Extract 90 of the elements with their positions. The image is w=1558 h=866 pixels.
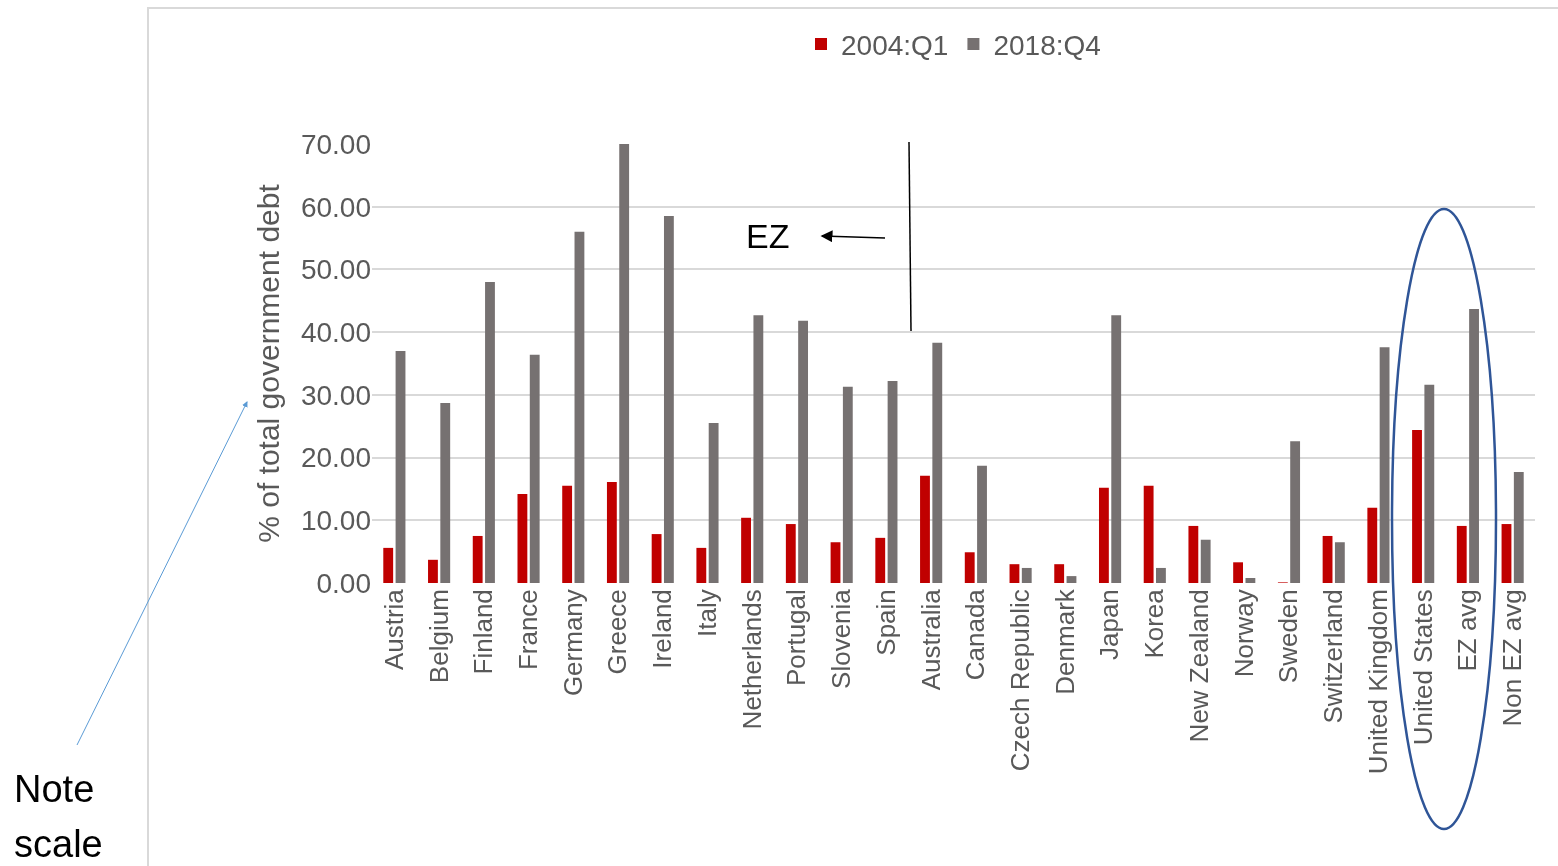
legend-label: 2004:Q1 [841,29,949,61]
x-tick-label: Ireland [647,589,678,669]
bar [472,535,483,583]
bar [428,559,438,583]
x-tick-label: Finland [468,589,499,675]
x-tick-label: New Zealand [1183,589,1214,743]
bar [830,542,841,583]
y-tick-label: 20.00 [300,442,371,474]
bar [1098,487,1109,583]
bar [1021,567,1032,583]
bar [651,534,662,583]
y-tick-label: 10.00 [300,505,371,537]
x-tick-label: United Kingdom [1362,589,1393,775]
x-tick-label: Czech Republic [1005,589,1036,772]
x-tick-label: Germany [557,589,588,697]
x-tick-label: Australia [915,588,946,691]
bar [932,342,943,583]
bar [1111,315,1122,583]
bar [1156,567,1166,583]
x-tick-label: Canada [960,588,991,681]
bar [753,315,764,583]
legend-label: 2018:Q4 [993,29,1101,61]
bar [785,524,796,583]
bar [887,381,898,583]
bar [1379,347,1390,583]
bar [1469,308,1479,583]
y-tick-label: 0.00 [316,567,371,599]
bar [383,547,394,583]
bar [663,216,674,583]
bar [562,485,573,583]
annotation: EZ [746,216,791,257]
bar [1054,564,1065,583]
bar [875,537,886,583]
y-tick-label: 70.00 [300,128,371,160]
bar [1143,485,1154,583]
bar [1009,564,1020,583]
bar [1233,562,1244,583]
x-tick-label: EZ avg [1452,589,1483,672]
bar [964,552,975,583]
bar [920,475,930,583]
bar [574,231,585,583]
x-tick-label: Non EZ avg [1497,589,1528,727]
bar [798,320,809,583]
x-tick-label: Austria [378,588,409,671]
bar [606,482,617,583]
x-tick-label: Korea [1139,588,1170,659]
x-tick-label: Denmark [1049,588,1080,695]
bar [1513,472,1524,583]
bar [708,423,719,583]
x-tick-label: Japan [1094,589,1125,661]
y-tick-label: 60.00 [300,191,371,223]
bar [741,517,751,583]
bar [517,493,528,583]
y-tick-label: 40.00 [300,316,371,348]
bar [485,281,495,583]
x-tick-label: Spain [870,589,901,656]
text: Note scale [14,767,104,866]
bar [977,465,987,583]
x-tick-label: Belgium [423,589,454,684]
bar [1424,384,1435,583]
bar [1456,525,1467,583]
x-tick-label: Norway [1228,589,1259,678]
y-tick-label: 30.00 [300,379,371,411]
y-axis-title: % of total government debt [251,183,285,543]
x-tick-label: Netherlands [736,589,767,730]
x-tick-label: Italy [691,589,722,637]
bar [1334,542,1345,583]
bar [1322,535,1333,583]
x-tick-label: Sweden [1273,589,1304,684]
x-tick-label: United States [1407,589,1438,746]
bar [1245,577,1256,583]
bar [529,354,540,583]
bar [1188,525,1199,583]
bar [1367,507,1378,583]
bar [395,350,406,583]
x-tick-label: France [513,589,544,671]
bar [1200,539,1211,583]
bar [1501,524,1512,583]
x-tick-label: Portugal [781,589,812,687]
bar [1290,441,1301,583]
bar [1066,576,1077,583]
x-tick-label: Slovenia [826,588,857,689]
bar [696,547,707,583]
y-tick-label: 50.00 [300,254,371,286]
x-tick-label: Greece [602,589,633,675]
bar [440,403,451,583]
bar [842,386,853,583]
bar [1412,429,1422,583]
x-tick-label: Switzerland [1318,589,1349,724]
bar [619,144,630,583]
